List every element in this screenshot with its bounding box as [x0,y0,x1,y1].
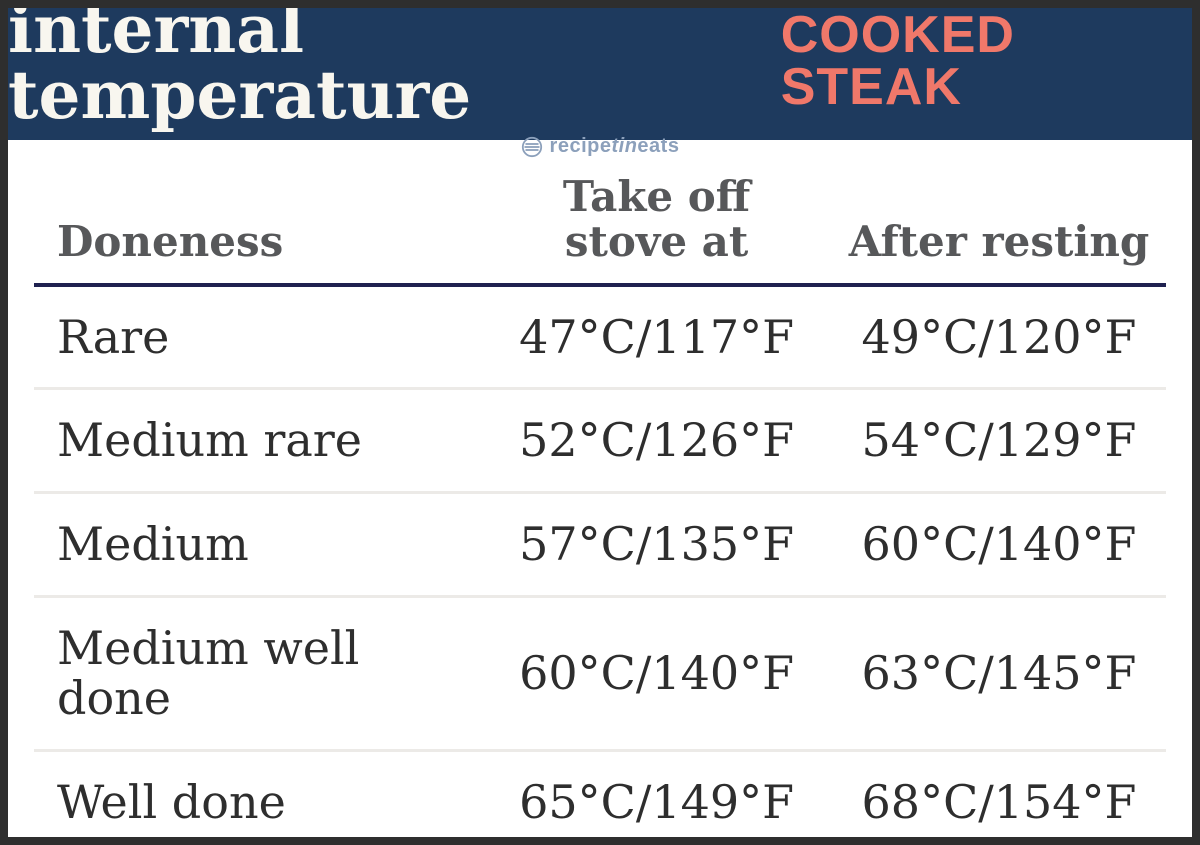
table-row: Rare 47°C/117°F 49°C/120°F [34,284,1166,391]
table-header: Doneness Take off stove at After resting [34,140,1166,287]
column-header-take-off: Take off stove at [481,140,833,287]
take-off-cell: 65°C/149°F [481,750,833,837]
table-row: Medium rare 52°C/126°F 54°C/129°F [34,388,1166,494]
take-off-cell: 60°C/140°F [481,596,833,752]
after-resting-cell: 63°C/145°F [832,596,1166,752]
after-resting-cell: 60°C/140°F [832,492,1166,598]
header-band: internal temperature COOKED STEAK recipe… [8,8,1192,157]
take-off-cell: 57°C/135°F [481,492,833,598]
table-row: Medium 57°C/135°F 60°C/140°F [34,492,1166,598]
doneness-cell: Well done [34,750,482,837]
temperature-table-area: Doneness Take off stove at After resting… [34,140,1166,837]
page-title: internal temperature [8,0,472,134]
doneness-cell: Medium well done [34,596,482,752]
table-body: Rare 47°C/117°F 49°C/120°F Medium rare 5… [34,284,1166,837]
table-row: Medium well done 60°C/140°F 63°C/145°F [34,596,1166,752]
column-header-take-off-line2: stove at [564,217,749,267]
after-resting-cell: 49°C/120°F [832,284,1166,391]
temperature-table: Doneness Take off stove at After resting… [34,140,1166,837]
page-subtitle: COOKED STEAK [780,6,1015,116]
take-off-cell: 52°C/126°F [481,388,833,494]
doneness-cell: Medium [34,492,482,598]
column-header-take-off-line1: Take off [562,172,751,221]
table-row: Well done 65°C/149°F 68°C/154°F [34,750,1166,837]
doneness-cell: Medium rare [34,388,482,494]
take-off-cell: 47°C/117°F [481,284,833,391]
column-header-doneness: Doneness [34,140,482,287]
after-resting-cell: 68°C/154°F [832,750,1166,837]
table-header-row: Doneness Take off stove at After resting [34,140,1166,287]
title-row: internal temperature COOKED STEAK [8,0,1192,134]
after-resting-cell: 54°C/129°F [832,388,1166,494]
doneness-cell: Rare [34,284,482,391]
column-header-after-resting: After resting [832,140,1166,287]
